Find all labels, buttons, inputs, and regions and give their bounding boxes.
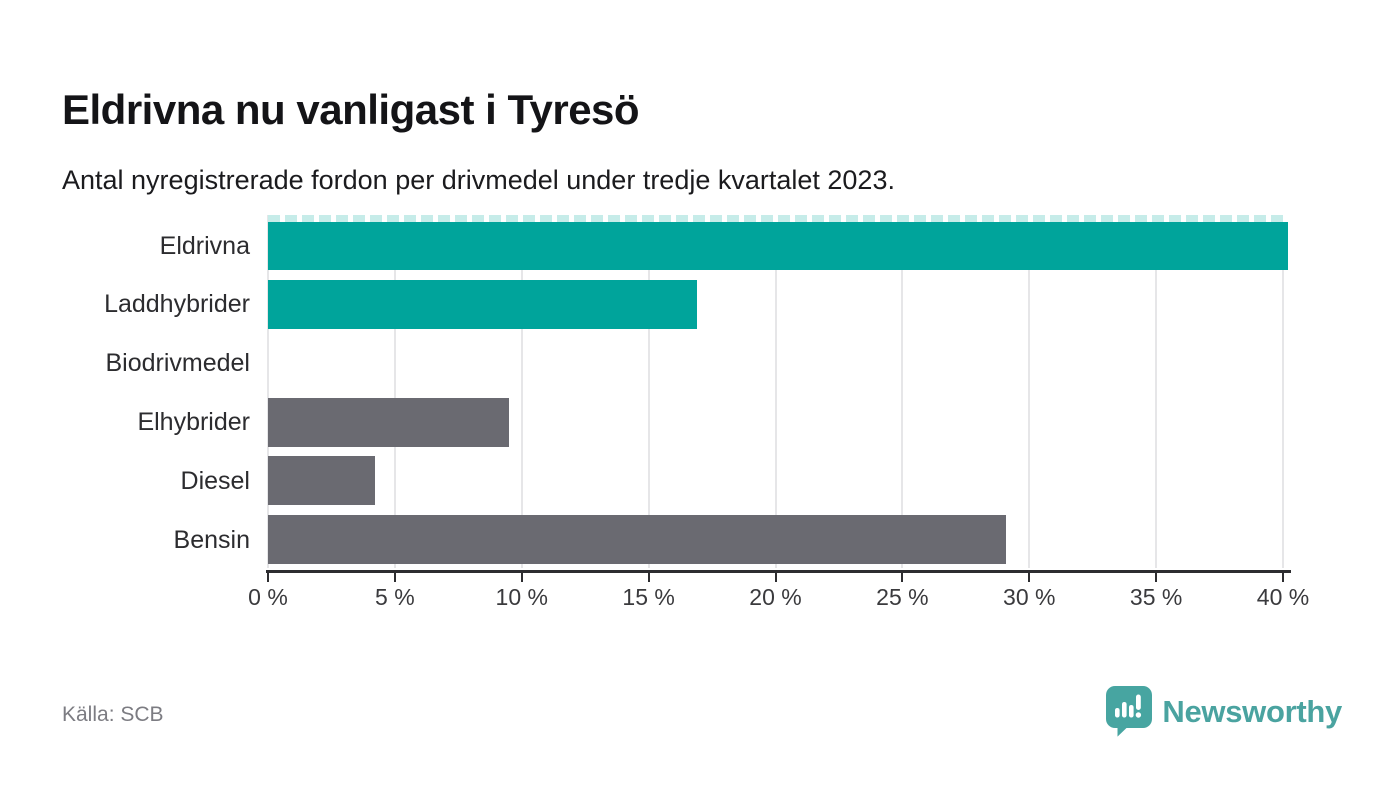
- source-note: Källa: SCB: [62, 703, 164, 726]
- bar-overflow-dashes-eldrivna: [268, 215, 1289, 222]
- brand-name: Newsworthy: [1162, 693, 1342, 729]
- x-axis-line: [266, 570, 1291, 573]
- brand-logo: Newsworthy: [1106, 686, 1342, 737]
- bar-laddhybrider: [268, 279, 697, 329]
- gridline-0: [267, 215, 269, 568]
- x-axis-tick-label-0: 0 %: [248, 584, 288, 610]
- x-axis-tick-25: [901, 573, 904, 582]
- x-axis-tick-10: [520, 573, 523, 582]
- category-label-elhybrider: Elhybrider: [137, 408, 250, 436]
- category-label-laddhybrider: Laddhybrider: [104, 290, 250, 319]
- gridline-10: [520, 215, 523, 568]
- gridline-5: [393, 215, 396, 568]
- bar-chart: Eldrivna Laddhybrider Biodrivmedel Elhybrid…: [104, 215, 1310, 610]
- category-label-biodrivmedel: Biodrivmedel: [105, 349, 250, 378]
- x-axis-tick-label-20: 20 %: [749, 584, 802, 610]
- gridline-25: [901, 215, 904, 568]
- gridline-15: [647, 215, 650, 568]
- category-label-bensin: Bensin: [173, 525, 250, 554]
- x-axis-tick-0: [267, 573, 269, 582]
- x-axis-tick-40: [1282, 573, 1284, 582]
- newsworthy-logo-icon: [1106, 686, 1153, 737]
- gridline-30: [1028, 215, 1031, 568]
- page-title: Eldrivna nu vanligast i Tyresö: [62, 86, 640, 134]
- x-axis-tick-label-15: 15 %: [622, 584, 675, 610]
- chart-subtitle: Antal nyregistrerade fordon per drivmede…: [62, 165, 895, 195]
- x-axis-tick-label-35: 35 %: [1129, 584, 1183, 610]
- category-label-eldrivna: Eldrivna: [159, 231, 250, 260]
- x-axis-tick-label-5: 5 %: [375, 584, 415, 610]
- bar-eldrivna: [268, 221, 1289, 270]
- bar-diesel: [268, 456, 375, 506]
- gridline-40: [1282, 215, 1284, 568]
- x-axis-tick-label-25: 25 %: [876, 584, 929, 610]
- x-axis-tick-5: [393, 573, 396, 582]
- x-axis-tick-35: [1155, 573, 1158, 582]
- gridline-35: [1155, 215, 1158, 568]
- x-axis-tick-15: [647, 573, 650, 582]
- gridline-20: [774, 215, 777, 568]
- bar-bensin: [268, 515, 1007, 565]
- x-axis-tick-label-40: 40 %: [1256, 584, 1310, 610]
- x-axis-tick-30: [1028, 573, 1031, 582]
- bar-elhybrider: [268, 397, 510, 447]
- x-axis-tick-label-30: 30 %: [1003, 584, 1056, 610]
- x-axis-tick-20: [774, 573, 777, 582]
- category-label-diesel: Diesel: [180, 466, 250, 495]
- x-axis-tick-label-10: 10 %: [495, 584, 548, 610]
